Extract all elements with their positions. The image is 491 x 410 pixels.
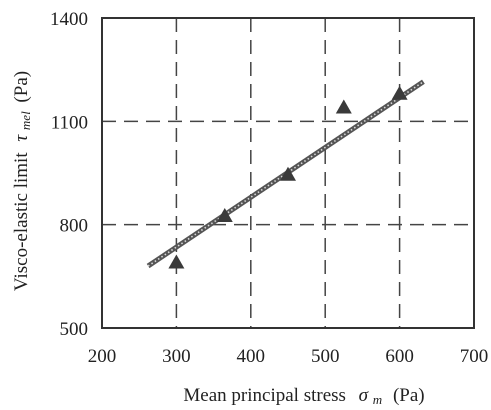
x-tick-label: 600 [385, 346, 414, 367]
x-axis-subscript: m [373, 392, 382, 407]
y-tick-label: 1400 [50, 9, 88, 30]
x-axis-title-text: Mean principal stress [183, 385, 346, 406]
x-tick-label: 300 [162, 346, 191, 367]
x-tick-label: 500 [311, 346, 340, 367]
x-axis-title: Mean principal stress σ m (Pa) [183, 385, 424, 409]
x-axis-symbol: σ [359, 385, 369, 406]
data-points [168, 85, 408, 269]
grid-lines [102, 18, 474, 328]
y-axis-unit: (Pa) [11, 71, 32, 103]
data-point-triangle [168, 254, 185, 269]
y-tick-label: 500 [60, 319, 89, 340]
data-point-triangle [216, 208, 233, 223]
y-axis-title-text: Visco-elastic limit [11, 152, 32, 291]
y-tick-label: 1100 [51, 112, 88, 133]
plot-frame [101, 17, 475, 329]
x-axis-unit: (Pa) [393, 385, 425, 406]
x-tick-label: 200 [88, 346, 117, 367]
y-tick-labels: 500 800 1100 1400 [50, 9, 88, 340]
data-point-triangle [391, 85, 408, 100]
x-tick-labels: 200 300 400 500 600 700 [88, 346, 489, 367]
fit-line-texture [147, 81, 424, 267]
y-axis-subscript: mel [18, 111, 33, 130]
y-axis-symbol: τ [11, 134, 32, 142]
data-point-triangle [280, 166, 296, 181]
y-tick-label: 800 [60, 216, 89, 237]
x-tick-label: 400 [237, 346, 266, 367]
data-point-triangle [335, 99, 352, 114]
x-tick-label: 700 [460, 346, 489, 367]
y-axis-title: Visco-elastic limit τ mel (Pa) [11, 71, 35, 291]
